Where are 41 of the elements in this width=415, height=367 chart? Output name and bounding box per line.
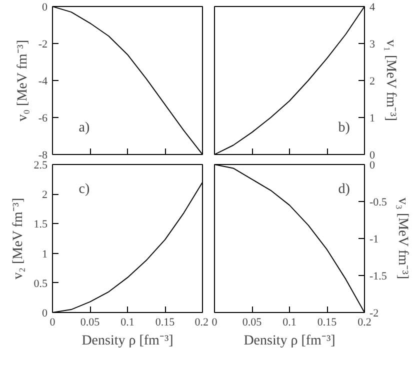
y-tick-label: 4 <box>370 2 376 14</box>
y-tick-label: 0.5 <box>34 278 48 290</box>
annotation: b) <box>338 120 350 136</box>
x-tick-label: 0.05 <box>80 316 100 328</box>
x-tick-label: 0.05 <box>242 316 262 328</box>
x-tick-label: 0.1 <box>120 316 134 328</box>
y-tick-label: 1.5 <box>34 218 48 231</box>
x-axis-title: Density ρ [fm⁻³] <box>82 334 174 348</box>
annotation: c) <box>78 182 90 198</box>
x-tick-label: 0.15 <box>317 316 338 328</box>
y-tick-label: 1 <box>42 248 48 260</box>
x-tick-label: 0.2 <box>358 316 372 328</box>
annotation: d) <box>338 182 350 198</box>
y-tick-label: -1.5 <box>370 270 388 282</box>
x-tick-label: 0 <box>212 316 218 328</box>
y-tick-label: 0 <box>42 2 48 14</box>
y-tick-label: 0 <box>42 308 48 320</box>
y-axis-title: v₀ [MeV fm⁻³] <box>15 40 30 122</box>
x-tick-label: 0 <box>50 316 56 328</box>
x-axis-title: Density ρ [fm⁻³] <box>244 334 336 348</box>
y-tick-label: -2 <box>38 38 48 50</box>
x-tick-label: 0.2 <box>194 316 208 328</box>
y-axis-title: v₂ [MeV fm⁻³] <box>10 198 26 280</box>
y-tick-label: 2 <box>370 76 375 88</box>
y-tick-label: 1 <box>370 112 375 124</box>
y-tick-label: -1 <box>370 234 379 246</box>
y-tick-label: -2 <box>370 308 379 320</box>
y-axis-title: v₃ [MeV fm⁻³] <box>394 198 410 280</box>
annotation: a) <box>78 120 90 136</box>
y-tick-label: -4 <box>38 76 48 88</box>
y-tick-label: 2.5 <box>34 160 48 172</box>
x-tick-label: 0.15 <box>155 316 176 328</box>
y-tick-label: 0 <box>370 150 376 162</box>
y-tick-label: 2 <box>42 189 48 202</box>
y-tick-label: 3 <box>370 38 376 50</box>
y-tick-label: 0 <box>370 160 376 172</box>
y-axis-title: v₁ [MeV fm⁻³] <box>383 40 398 122</box>
y-tick-label: -0.5 <box>370 196 388 208</box>
x-tick-label: 0.1 <box>282 316 296 328</box>
y-tick-label: -6 <box>38 112 48 124</box>
y-tick-label: -8 <box>38 150 48 162</box>
